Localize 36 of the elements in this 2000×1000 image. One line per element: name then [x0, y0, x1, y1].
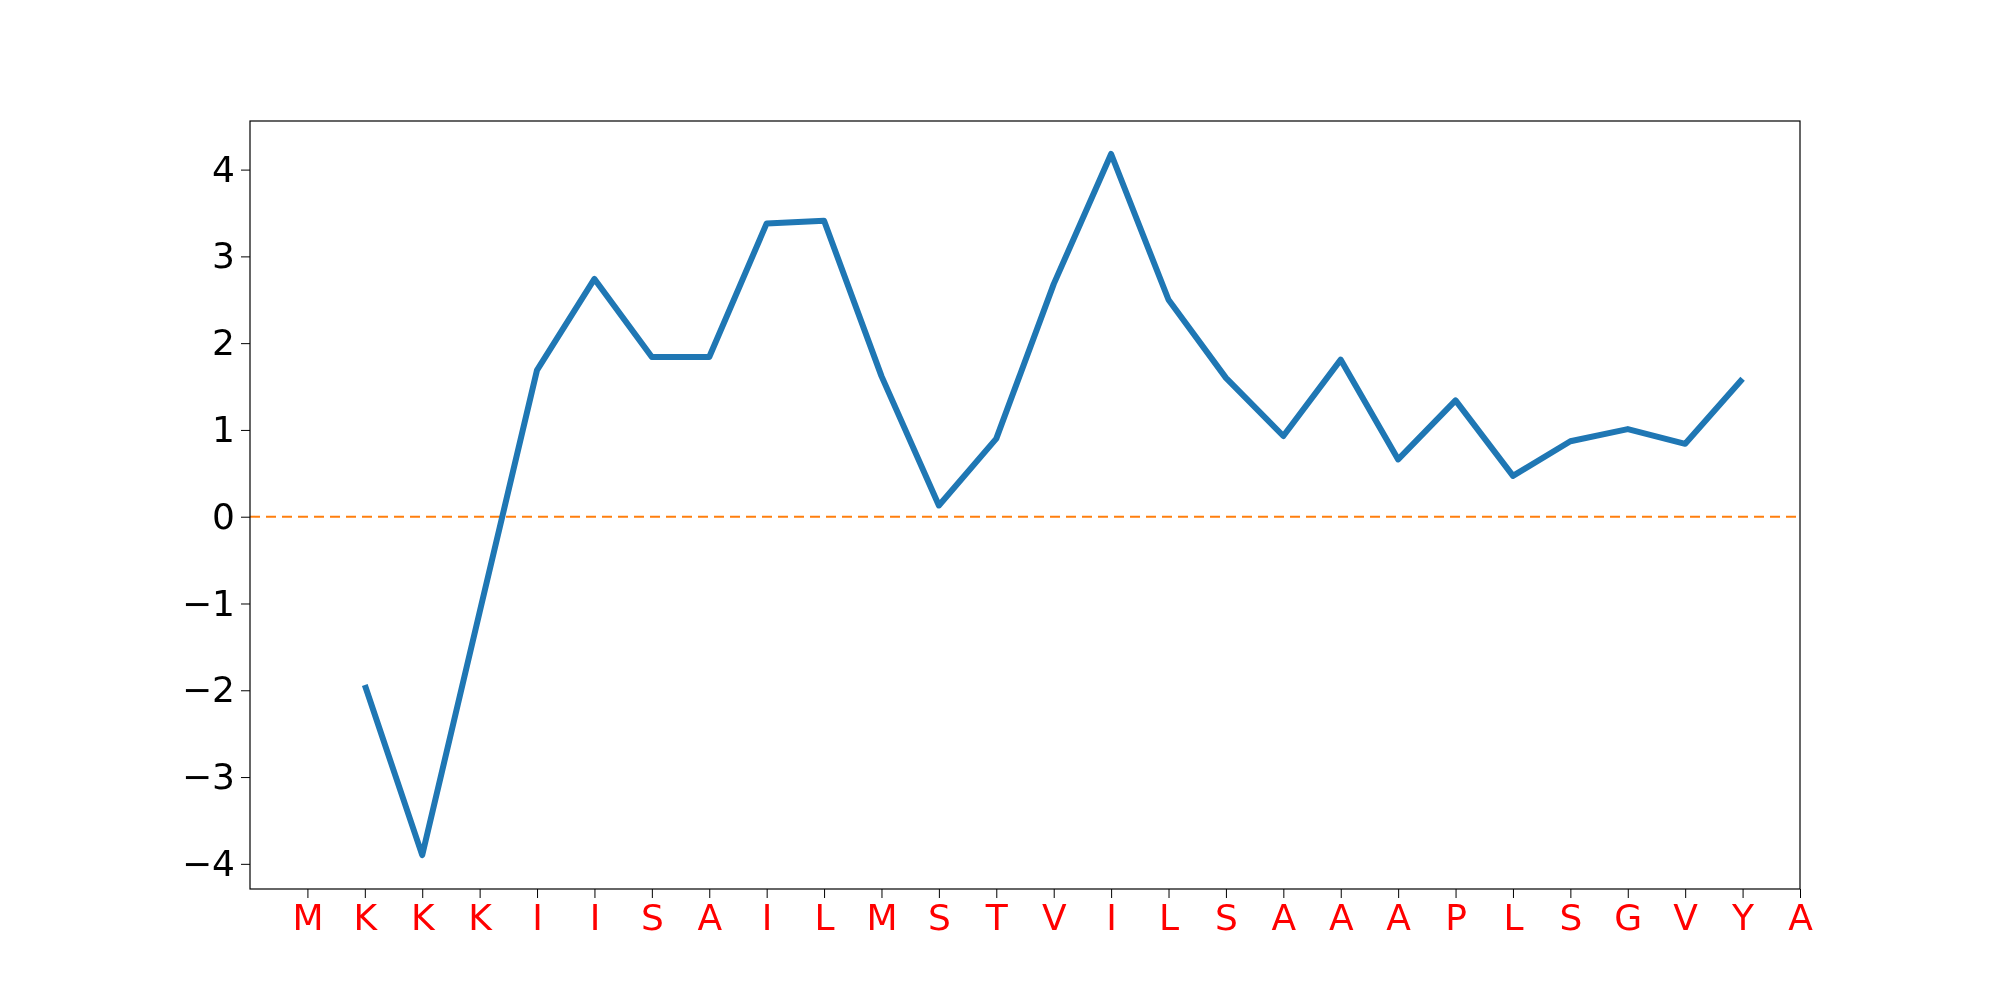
x-tick-label: A [1386, 896, 1412, 938]
x-tick-label: L [1158, 896, 1180, 938]
x-tick-label: V [1041, 896, 1067, 938]
x-tick-label: K [353, 896, 379, 938]
y-tick-label: 3 [212, 235, 235, 277]
x-tick-label: I [761, 896, 773, 938]
x-tick-label: P [1445, 896, 1467, 938]
x-tick-label: A [1271, 896, 1297, 938]
x-tick-label: S [640, 896, 664, 938]
y-tick-label: −1 [181, 582, 235, 624]
x-tick-label: S [1215, 896, 1238, 938]
y-tick-label: −4 [181, 842, 235, 884]
y-tick-label: −3 [181, 756, 235, 798]
x-tick-label: V [1673, 896, 1699, 938]
x-tick-label: I [532, 896, 543, 938]
x-tick-label: Y [1731, 896, 1756, 938]
x-tick-label: A [697, 896, 723, 938]
y-tick-label: 4 [212, 148, 235, 190]
x-tick-label: I [1106, 896, 1117, 938]
x-tick-label: M [866, 896, 898, 938]
x-tick-label: A [1788, 896, 1814, 938]
x-tick-label: S [927, 896, 951, 938]
x-tick-label: K [410, 896, 436, 938]
x-tick-label: A [1328, 896, 1354, 938]
y-tick-label: 1 [212, 408, 235, 450]
x-tick-label: T [984, 896, 1009, 938]
x-tick-label: L [1503, 896, 1524, 938]
x-tick-label: G [1614, 896, 1643, 938]
x-tick-label: K [468, 896, 494, 938]
x-tick-label: M [292, 896, 324, 938]
y-tick-label: 2 [212, 322, 235, 364]
x-tick-label: S [1559, 896, 1583, 938]
x-tick-label: L [814, 896, 835, 938]
y-tick-label: 0 [212, 495, 235, 537]
x-tick-label: I [589, 896, 601, 938]
y-tick-label: −2 [181, 669, 235, 711]
